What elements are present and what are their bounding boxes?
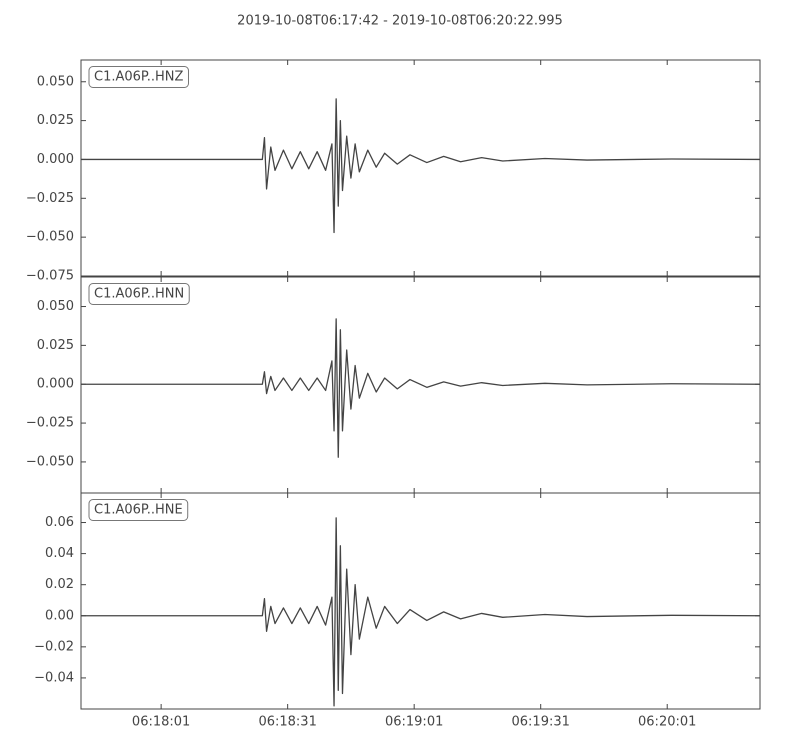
- y-tick-label: 0.000: [37, 152, 74, 167]
- y-tick-label: 0.000: [37, 377, 74, 392]
- x-tick-label: 06:18:01: [132, 715, 190, 730]
- y-tick-label: −0.050: [26, 454, 74, 469]
- y-tick-label: −0.025: [26, 416, 74, 431]
- x-tick-label: 06:19:31: [512, 715, 570, 730]
- trace-label-box: [88, 283, 190, 305]
- y-tick-label: 0.025: [37, 338, 74, 353]
- x-tick-label: 06:18:31: [258, 715, 316, 730]
- y-tick-label: 0.050: [37, 299, 74, 314]
- waveform: [81, 517, 761, 707]
- y-tick-label: −0.02: [34, 639, 74, 654]
- waveform: [81, 98, 761, 234]
- x-tick-label: 06:20:01: [638, 715, 696, 730]
- trace-label: C1.A06P..HNZ: [94, 70, 183, 85]
- trace-label: C1.A06P..HNE: [94, 503, 183, 518]
- trace-label-box: [88, 66, 189, 88]
- y-tick-label: 0.06: [45, 515, 74, 530]
- y-tick-label: 0.04: [45, 546, 74, 561]
- x-tick-label: 06:19:01: [385, 715, 443, 730]
- y-tick-label: −0.04: [34, 670, 74, 685]
- waveform: [81, 318, 761, 458]
- plot-frame: [80, 492, 761, 710]
- chart-title: 2019-10-08T06:17:42 - 2019-10-08T06:20:2…: [237, 14, 563, 29]
- plot-frame: [80, 59, 761, 277]
- y-tick-label: 0.050: [37, 74, 74, 89]
- y-tick-label: 0.00: [45, 608, 74, 623]
- y-tick-label: 0.02: [45, 577, 74, 592]
- y-tick-label: 0.025: [37, 113, 74, 128]
- trace-label: C1.A06P..HNN: [94, 287, 184, 302]
- y-tick-label: −0.050: [26, 230, 74, 245]
- y-tick-label: −0.075: [26, 269, 74, 284]
- y-tick-label: −0.025: [26, 191, 74, 206]
- trace-label-box: [88, 499, 189, 521]
